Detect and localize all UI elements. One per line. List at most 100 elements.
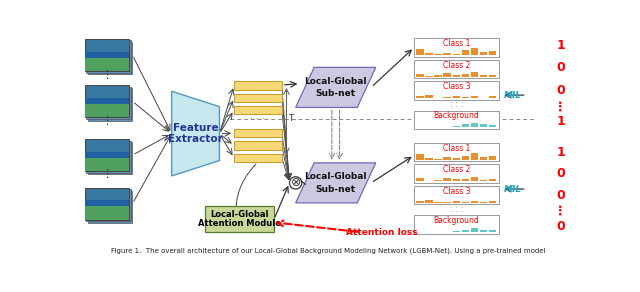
Polygon shape (296, 67, 376, 107)
Text: Attention loss: Attention loss (346, 228, 418, 237)
Polygon shape (296, 163, 376, 203)
Bar (461, 230, 469, 232)
Text: Background: Background (434, 216, 479, 225)
Bar (461, 202, 469, 203)
Bar (414, 186, 499, 204)
Bar (452, 158, 460, 160)
Text: MIL: MIL (504, 91, 522, 100)
Bar (444, 178, 451, 181)
Bar (435, 159, 442, 160)
Bar (489, 180, 497, 181)
Bar (234, 141, 282, 150)
Text: Class 3: Class 3 (443, 187, 470, 196)
Bar (444, 97, 451, 98)
Bar (414, 81, 499, 100)
Bar (470, 177, 478, 181)
Text: Extractor: Extractor (168, 134, 223, 144)
Bar (84, 85, 129, 117)
Bar (88, 88, 132, 121)
Bar (416, 96, 424, 98)
Bar (234, 106, 282, 114)
Bar (480, 75, 488, 77)
Text: · · ·: · · · (250, 114, 266, 124)
Polygon shape (172, 91, 220, 176)
Bar (84, 39, 129, 71)
Bar (461, 179, 469, 181)
Bar (480, 202, 488, 203)
Text: 1: 1 (556, 39, 565, 52)
Bar (461, 124, 469, 127)
Text: 0: 0 (556, 61, 565, 74)
Bar (435, 75, 442, 77)
Bar (414, 38, 499, 57)
Text: 0: 0 (556, 167, 565, 180)
Bar (489, 51, 497, 55)
Text: Class 2: Class 2 (443, 60, 470, 69)
Bar (489, 156, 497, 160)
Bar (452, 74, 460, 77)
Bar (84, 52, 129, 58)
Bar (426, 53, 433, 55)
Bar (426, 158, 433, 160)
Bar (84, 139, 129, 171)
Text: ⋮: ⋮ (554, 101, 567, 114)
Bar (234, 81, 282, 90)
Bar (489, 96, 497, 98)
Bar (452, 96, 460, 98)
Text: Class 2: Class 2 (443, 165, 470, 174)
Bar (444, 202, 451, 203)
Bar (461, 97, 469, 98)
Bar (88, 42, 132, 74)
Bar (480, 230, 488, 232)
Bar (470, 201, 478, 203)
Bar (84, 205, 129, 220)
Text: Background: Background (434, 111, 479, 120)
Bar (461, 74, 469, 77)
Bar (414, 215, 499, 234)
Bar (416, 201, 424, 203)
Text: ⋮: ⋮ (102, 70, 113, 80)
Bar (470, 96, 478, 98)
Bar (452, 126, 460, 127)
Bar (435, 54, 442, 55)
Bar (84, 98, 129, 104)
Bar (489, 74, 497, 77)
Bar (86, 40, 131, 73)
Bar (480, 124, 488, 127)
Bar (480, 52, 488, 55)
Bar (414, 164, 499, 183)
Text: Class 3: Class 3 (443, 82, 470, 91)
Bar (444, 73, 451, 77)
Bar (426, 95, 433, 98)
Text: ⊗: ⊗ (291, 176, 301, 190)
Bar (435, 180, 442, 181)
Bar (84, 152, 129, 158)
Bar (414, 110, 499, 129)
Text: : : :: : : : (450, 100, 463, 109)
Bar (84, 200, 129, 206)
Text: ⋮: ⋮ (102, 116, 113, 126)
Bar (489, 201, 497, 203)
Bar (452, 201, 460, 203)
Bar (489, 125, 497, 127)
Text: Class 1: Class 1 (443, 39, 470, 48)
Bar (84, 103, 129, 117)
Bar (88, 191, 132, 223)
Text: Class 1: Class 1 (443, 144, 470, 153)
Bar (435, 202, 442, 203)
Text: ⋮: ⋮ (102, 169, 113, 179)
Bar (416, 74, 424, 77)
Bar (470, 72, 478, 77)
Bar (470, 228, 478, 232)
Text: MIL: MIL (504, 185, 522, 194)
Text: : : :: : : : (450, 205, 463, 213)
Bar (470, 48, 478, 55)
Bar (452, 180, 460, 181)
Text: Figure 1.  The overall architecture of our Local-Global Background Modeling Netw: Figure 1. The overall architecture of ou… (111, 247, 545, 254)
Bar (480, 157, 488, 160)
Text: 0: 0 (556, 189, 565, 202)
Bar (470, 123, 478, 127)
Bar (84, 157, 129, 171)
Bar (461, 51, 469, 55)
Bar (86, 87, 131, 119)
